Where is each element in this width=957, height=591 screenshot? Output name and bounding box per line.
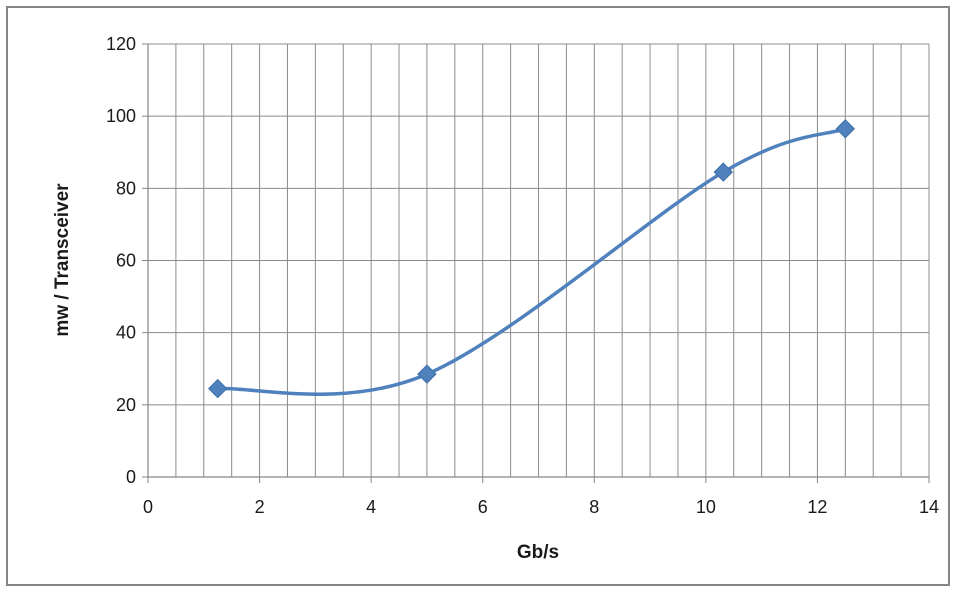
data-point-marker bbox=[208, 378, 228, 399]
data-point-marker bbox=[835, 119, 856, 139]
y-tick-label: 120 bbox=[106, 34, 136, 54]
x-tick-label: 4 bbox=[366, 497, 376, 517]
y-tick-label: 20 bbox=[116, 395, 136, 415]
y-tick-label: 80 bbox=[116, 178, 136, 198]
y-tick-label: 40 bbox=[116, 323, 136, 343]
x-tick-label: 0 bbox=[143, 497, 153, 517]
y-tick-label: 60 bbox=[116, 251, 136, 271]
y-tick-label: 100 bbox=[106, 106, 136, 126]
data-point-marker bbox=[713, 162, 733, 182]
tick-labels: 0 20 40 60 80 100 120 0 2 4 6 8 10 12 14 bbox=[106, 34, 939, 517]
chart-frame bbox=[6, 6, 950, 586]
series-line bbox=[215, 127, 848, 396]
series bbox=[208, 119, 856, 399]
data-point-marker bbox=[417, 364, 437, 384]
x-tick-label: 8 bbox=[589, 497, 599, 517]
grid bbox=[148, 43, 930, 477]
y-axis-title: mw / Transceiver bbox=[52, 183, 73, 337]
x-tick-label: 6 bbox=[478, 497, 488, 517]
x-tick-label: 10 bbox=[696, 497, 716, 517]
axes bbox=[142, 43, 930, 483]
x-tick-label: 2 bbox=[255, 497, 265, 517]
x-tick-label: 12 bbox=[807, 497, 827, 517]
y-tick-label: 0 bbox=[126, 467, 136, 487]
x-tick-label: 14 bbox=[919, 497, 939, 517]
x-axis-title: Gb/s bbox=[517, 542, 559, 563]
